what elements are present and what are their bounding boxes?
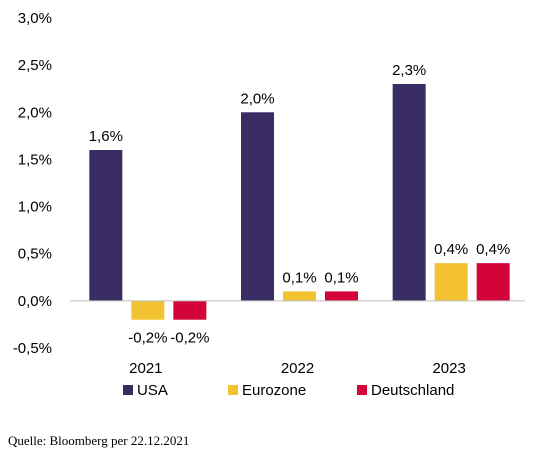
legend-swatch-usa [123, 385, 133, 395]
bar-usa-2022 [241, 112, 274, 301]
x-category-label: 2022 [281, 360, 314, 377]
data-label: -0,2% [128, 330, 167, 347]
bar-eurozone-2023 [434, 263, 468, 301]
legend-swatch-eurozone [228, 385, 238, 395]
bar-deutschland-2021 [173, 300, 207, 320]
y-tick-label: 0,5% [18, 246, 52, 263]
data-label: 2,3% [392, 62, 426, 79]
data-label: 2,0% [240, 90, 274, 107]
bar-usa-2021 [89, 150, 123, 301]
data-label: 0,4% [434, 241, 468, 258]
data-label: -0,2% [170, 330, 209, 347]
x-category-label: 2023 [432, 360, 465, 377]
legend-label-deutschland: Deutschland [371, 382, 454, 399]
data-label: 0,1% [282, 269, 316, 286]
y-tick-label: 2,0% [18, 104, 52, 121]
x-category-label: 2021 [129, 360, 162, 377]
y-tick-label: 3,0% [18, 10, 52, 27]
bar-usa-2023 [392, 84, 426, 301]
legend-label-usa: USA [137, 382, 168, 399]
bar-deutschland-2022 [325, 291, 358, 301]
bar-deutschland-2023 [476, 263, 510, 301]
source-note: Quelle: Bloomberg per 22.12.2021 [8, 433, 190, 448]
y-tick-label: 0,0% [18, 293, 52, 310]
y-tick-label: 1,5% [18, 151, 52, 168]
bar-eurozone-2022 [283, 291, 316, 301]
y-tick-label: -0,5% [13, 340, 52, 357]
legend-label-eurozone: Eurozone [242, 382, 306, 399]
data-label: 0,4% [476, 241, 510, 258]
legend-swatch-deutschland [357, 385, 367, 395]
y-tick-label: 1,0% [18, 199, 52, 216]
y-tick-label: 2,5% [18, 57, 52, 74]
bar-eurozone-2021 [131, 300, 165, 320]
data-label: 1,6% [89, 128, 123, 145]
data-label: 0,1% [324, 269, 358, 286]
